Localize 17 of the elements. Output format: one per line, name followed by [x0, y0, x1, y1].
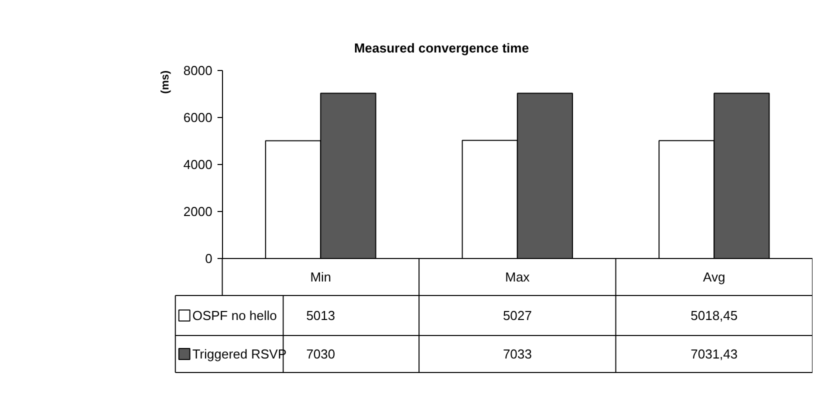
y-tick-label: 2000 [183, 204, 212, 219]
y-tick-label: 6000 [183, 110, 212, 125]
y-tick-label: 4000 [183, 157, 212, 172]
data-label: 7030 [306, 346, 336, 362]
x-tick-label: Min [310, 270, 332, 284]
x-tick-label: Max [505, 270, 530, 284]
data-label: 5018,45 [690, 308, 738, 323]
y-tick-label: 8000 [183, 63, 212, 78]
legend-label: OSPF no hello [192, 308, 277, 323]
y-axis-title: (ms) [159, 70, 172, 94]
data-label: 5027 [502, 308, 532, 323]
chart-title: Measured convergence time [354, 40, 529, 56]
x-tick-label: Avg [703, 270, 726, 284]
data-label: 7033 [502, 346, 532, 362]
y-tick-label: 0 [205, 251, 212, 266]
data-label: 7031,43 [690, 346, 738, 362]
data-label: 5013 [306, 308, 336, 323]
